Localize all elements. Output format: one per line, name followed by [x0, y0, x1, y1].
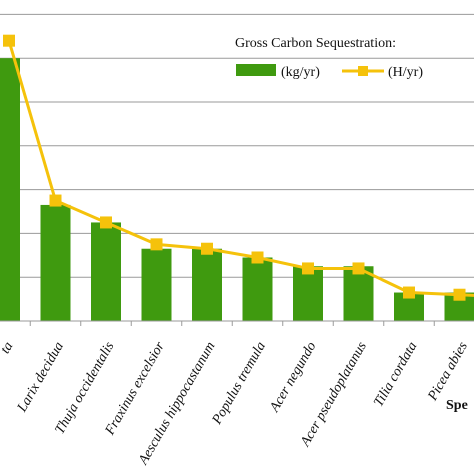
bar — [40, 204, 71, 321]
x-tick-label: ta — [0, 340, 16, 357]
x-tick-label: Tilia cordata — [371, 340, 420, 410]
x-axis-title: Spe — [446, 398, 468, 413]
line-series — [3, 34, 474, 301]
bar — [0, 58, 20, 321]
line-marker — [150, 238, 163, 251]
bar — [242, 257, 273, 321]
bar-series — [0, 58, 474, 321]
x-tick-label: Larix decidua — [14, 340, 67, 416]
x-tick-label: Acer negundo — [267, 340, 320, 416]
legend: Gross Carbon Sequestration: (kg/yr) (H/y… — [235, 36, 423, 80]
line-marker — [302, 262, 314, 275]
legend-bar-swatch — [236, 64, 276, 76]
line-marker — [3, 34, 15, 47]
line-marker — [49, 194, 62, 207]
x-tick-label: Picea abies — [425, 339, 471, 404]
legend-label-bars: (kg/yr) — [281, 65, 320, 80]
bar — [293, 266, 323, 321]
line-marker — [403, 286, 415, 299]
legend-label-line: (H/yr) — [388, 65, 423, 80]
line-marker — [453, 288, 466, 301]
line-marker — [251, 251, 264, 264]
bar — [91, 222, 121, 321]
bar — [141, 248, 172, 321]
bar — [343, 266, 374, 321]
gridlines — [0, 13, 474, 278]
line-marker — [352, 262, 365, 275]
x-tick-label: Populus tremula — [209, 340, 269, 428]
legend-marker-swatch — [358, 66, 368, 76]
legend-title: Gross Carbon Sequestration: — [235, 36, 396, 51]
bar — [192, 248, 222, 321]
x-axis-ticks — [29, 321, 435, 326]
line-marker — [201, 242, 213, 255]
line-marker — [100, 216, 112, 229]
